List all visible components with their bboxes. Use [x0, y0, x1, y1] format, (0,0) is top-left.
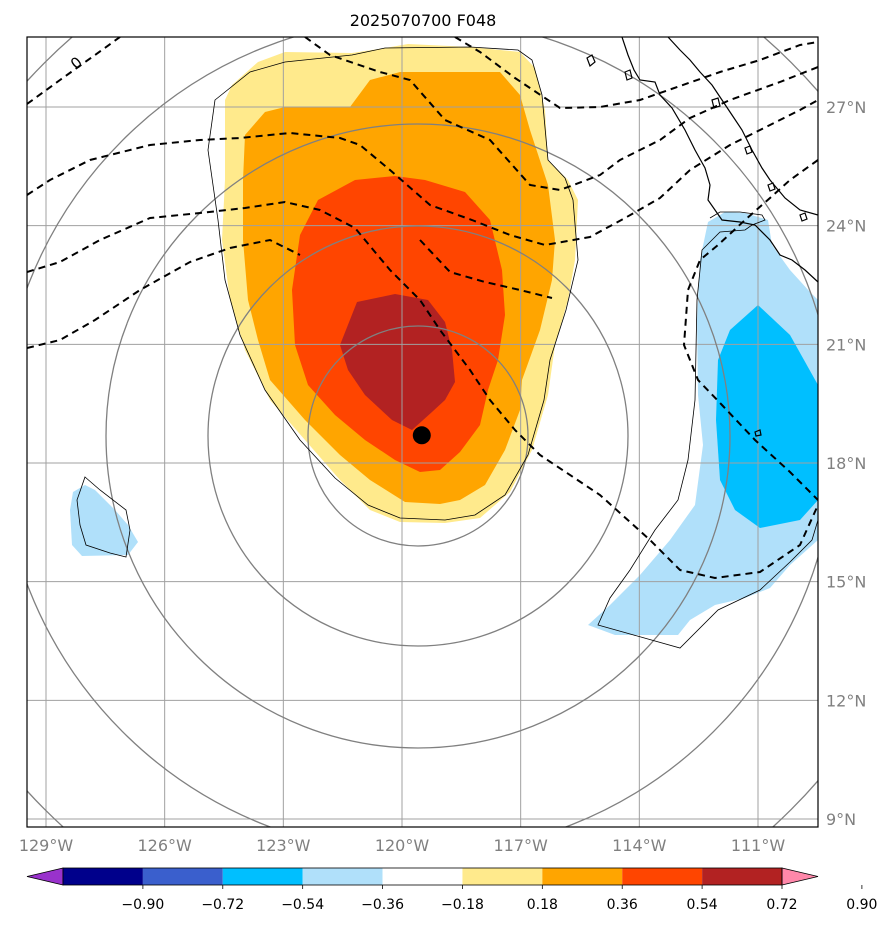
colorbar-swatch [63, 868, 143, 885]
map-frame [26, 36, 819, 828]
colorbar: −0.90 −0.72 −0.54 −0.36 −0.18 0.18 0.36 0.54 0.7… [26, 867, 877, 913]
colorbar-tick-label: 0.18 [527, 897, 558, 913]
latitude-tick-label: 18°N [826, 454, 866, 473]
latitude-tick-label: 21°N [826, 335, 866, 354]
dashed-contour-5 [27, 200, 818, 580]
range-ring-1 [307, 325, 529, 547]
map-title: 2025070700 F048 [350, 11, 497, 30]
dashed-contour-8 [682, 159, 818, 501]
colorbar-swatch [622, 868, 703, 885]
colorbar-extend-low [26, 867, 64, 886]
colorbar-tick-label: −0.90 [121, 897, 164, 913]
dashed-contour-3 [454, 37, 818, 110]
latitude-tick-label: 12°N [826, 691, 866, 710]
coastline-baja [621, 37, 818, 283]
colorbar-tick-label: 0.90 [846, 897, 877, 913]
latitude-tick-label: 27°N [826, 98, 866, 117]
filled-contour-neg-0.36-east [716, 305, 818, 528]
longitude-labels: 129°W 126°W 123°W 120°W 117°W 114°W 111°W [19, 836, 786, 855]
colorbar-swatch [302, 868, 383, 885]
dashed-contour-1 [27, 37, 121, 105]
coastline [586, 37, 818, 437]
colorbar-tick-label: −0.54 [281, 897, 324, 913]
colorbar-tick-label: 0.72 [766, 897, 797, 913]
colorbar-swatch [542, 868, 623, 885]
range-ring-3 [105, 123, 731, 749]
longitude-tick-label: 120°W [375, 836, 430, 855]
island-7 [754, 429, 762, 437]
colorbar-swatch [462, 868, 543, 885]
colorbar-tick-label: −0.18 [441, 897, 484, 913]
colorbar-tick-label: −0.72 [201, 897, 244, 913]
colorbar-swatch [142, 868, 223, 885]
longitude-tick-label: 117°W [493, 836, 548, 855]
island-2 [624, 69, 633, 81]
coastline-mainland [667, 37, 818, 216]
dashed-contour-4 [27, 99, 818, 247]
colorbar-swatch [382, 868, 463, 885]
storm-center-marker [412, 426, 431, 445]
dashed-contours [27, 37, 818, 580]
filled-contour-neg-0.18-west [70, 485, 138, 556]
longitude-tick-label: 111°W [731, 836, 786, 855]
island-6 [799, 212, 808, 222]
filled-contour-0.72 [340, 294, 455, 430]
colorbar-tick-label: −0.36 [361, 897, 404, 913]
colorbar-extend-high [781, 867, 819, 886]
colorbar-tick-label: 0.36 [607, 897, 638, 913]
dashed-contour-7 [419, 239, 553, 299]
colorbar-swatch [702, 868, 782, 885]
latitude-tick-label: 15°N [826, 573, 866, 592]
island-1 [586, 54, 596, 67]
latitude-labels: 9°N 12°N 15°N 18°N 21°N 24°N 27°N [826, 98, 866, 829]
colorbar-swatch [222, 868, 303, 885]
colorbar-tick-label: 0.54 [687, 897, 718, 913]
solid-contour-east [597, 211, 818, 649]
solid-contours [76, 46, 818, 649]
longitude-tick-label: 123°W [256, 836, 311, 855]
island-5 [767, 182, 776, 192]
longitude-tick-label: 129°W [19, 836, 74, 855]
longitude-tick-label: 114°W [612, 836, 667, 855]
latitude-tick-label: 9°N [826, 810, 856, 829]
range-ring-2 [207, 225, 629, 647]
dashed-contour-2 [304, 37, 818, 192]
island-4 [744, 145, 753, 155]
longitude-tick-label: 126°W [137, 836, 192, 855]
dashed-contour-6 [27, 238, 301, 349]
latitude-tick-label: 24°N [826, 217, 866, 236]
solid-contour-west [76, 476, 131, 558]
colorbar-outline [62, 867, 783, 886]
solid-contour-main [207, 46, 579, 521]
island-3 [711, 97, 721, 109]
